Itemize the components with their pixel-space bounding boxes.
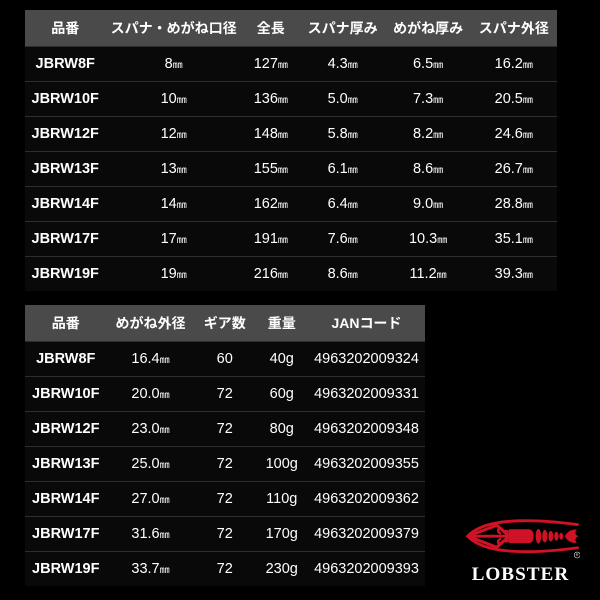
svg-text:R: R bbox=[576, 553, 579, 557]
svg-text:LOBSTER: LOBSTER bbox=[472, 564, 570, 583]
